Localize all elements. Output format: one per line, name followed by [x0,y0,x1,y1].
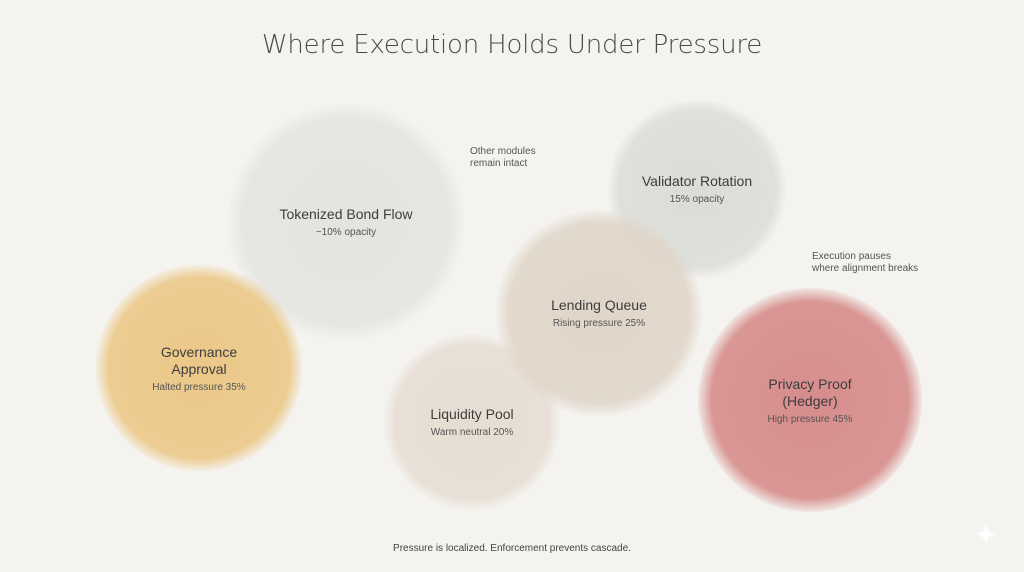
bubble-label: Governance Approval [160,343,238,377]
bubble-label: Lending Queue [551,297,647,313]
bubble-label: Privacy Proof (Hedger) [768,375,852,409]
bubble-sub-label: High pressure 45% [767,413,853,425]
bubble-sub-label: 15% opacity [669,194,725,205]
page-title: Where Execution Holds Under Pressure [261,30,763,60]
bubble-liquidity-pool: Liquidity Pool Warm neutral 20% [384,334,560,510]
annotation-execution-pauses: Execution pauses where alignment breaks [812,251,919,274]
bubble-sub-label: Warm neutral 20% [430,427,514,438]
bubble-sub-label: Halted pressure 35% [152,381,246,393]
bubble-governance-approval: Governance Approval Halted pressure 35% [96,265,302,471]
footer-caption: Pressure is localized. Enforcement preve… [393,543,631,554]
bubble-lending-queue: Lending Queue Rising pressure 25% [496,210,702,416]
sparkle-icon [975,523,997,545]
bubble-sub-label: ~10% opacity [315,227,377,238]
bubble-label: Validator Rotation [641,173,753,189]
bubble-privacy-proof: Privacy Proof (Hedger) High pressure 45% [698,288,922,512]
annotation-other-modules: Other modules remain intact [470,146,536,169]
bubble-label: Liquidity Pool [430,406,514,422]
bubble-sub-label: Rising pressure 25% [552,318,646,329]
bubble-label: Tokenized Bond Flow [279,206,413,222]
